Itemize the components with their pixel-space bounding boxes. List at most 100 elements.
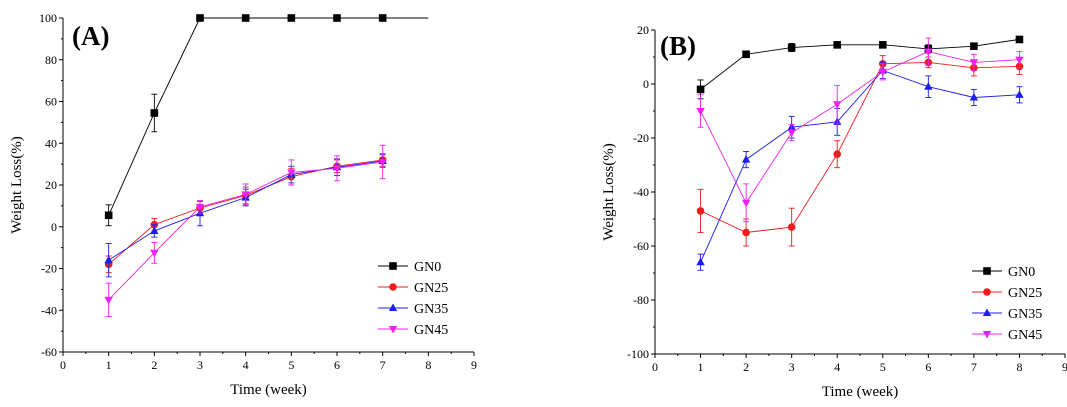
- legend-marker: [389, 283, 397, 291]
- data-point: [924, 82, 933, 90]
- panel-label: (A): [72, 21, 109, 51]
- data-point: [742, 228, 750, 237]
- legend-item-gn25: GN25: [972, 286, 1042, 301]
- data-point: [1015, 56, 1024, 65]
- data-point: [696, 85, 705, 94]
- y-tick-label: 100: [39, 11, 57, 25]
- data-point: [104, 255, 113, 264]
- x-tick-label: 5: [288, 358, 294, 372]
- legend-marker: [983, 267, 991, 275]
- x-axis-label: Time (week): [230, 382, 307, 398]
- x-tick-label: 3: [197, 358, 203, 372]
- data-point: [787, 223, 796, 231]
- x-tick-label: 2: [151, 358, 157, 372]
- series-line: [108, 160, 383, 261]
- series-gn25: [104, 153, 387, 274]
- legend-marker: [388, 303, 398, 312]
- data-point: [378, 158, 387, 167]
- data-point: [741, 199, 751, 208]
- x-tick-label: 3: [789, 360, 795, 374]
- data-point: [241, 14, 250, 22]
- chart-panel-a: -60 -40 -20 0 20 40 60 80 100 0 1 2 3 4 5 6 7 8 9 Time (wee…: [9, 11, 477, 398]
- legend-label: GN25: [414, 281, 448, 296]
- data-point: [150, 249, 159, 258]
- data-point: [970, 42, 978, 50]
- data-point: [833, 41, 842, 49]
- data-point: [150, 226, 159, 234]
- x-tick-label: 6: [925, 360, 931, 374]
- legend-label: GN0: [1008, 265, 1035, 280]
- data-point: [696, 257, 705, 266]
- legend-item-gn25: GN25: [378, 281, 448, 296]
- series-gn35: [696, 61, 1024, 271]
- x-axis-label: Time (week): [822, 384, 899, 400]
- series-gn45: [104, 144, 387, 317]
- y-tick-label: 0: [643, 77, 649, 91]
- x-tick-label: 4: [834, 360, 840, 374]
- x-tick-label: 7: [971, 360, 977, 374]
- legend-marker: [982, 330, 992, 339]
- series-gn0: [104, 14, 429, 227]
- data-point: [332, 165, 342, 173]
- y-tick-label: -60: [41, 345, 57, 359]
- data-point: [241, 191, 250, 199]
- x-tick-label: 8: [1016, 360, 1022, 374]
- data-point: [833, 101, 842, 109]
- x-tick-label: 1: [698, 360, 704, 374]
- y-tick-label: -100: [627, 347, 649, 361]
- data-point: [104, 296, 113, 305]
- y-tick-label: -80: [633, 293, 649, 307]
- x-tick-label: 2: [743, 360, 749, 374]
- series-line: [700, 51, 1020, 204]
- legend-marker: [982, 308, 992, 317]
- y-tick-label: 40: [45, 136, 57, 150]
- y-tick-label: -20: [633, 131, 649, 145]
- legend-item-gn0: GN0: [972, 265, 1035, 280]
- x-tick-label: 7: [380, 358, 386, 372]
- data-point: [378, 14, 387, 22]
- data-point: [969, 92, 979, 101]
- legend-label: GN35: [414, 302, 448, 317]
- data-point: [150, 109, 159, 117]
- y-tick-label: -40: [41, 303, 57, 317]
- y-tick-label: 80: [45, 53, 57, 67]
- data-point: [196, 14, 204, 22]
- series-gn0: [696, 35, 1024, 100]
- legend-marker: [983, 288, 991, 296]
- legend-label: GN45: [1008, 328, 1042, 343]
- data-point: [287, 14, 296, 22]
- x-tick-label: 4: [243, 358, 249, 372]
- legend-item-gn35: GN35: [972, 307, 1042, 322]
- x-tick-label: 1: [106, 358, 112, 372]
- x-tick-label: 6: [334, 358, 340, 372]
- legend-item-gn45: GN45: [972, 328, 1042, 343]
- data-point: [333, 14, 341, 22]
- data-point: [104, 211, 113, 220]
- data-point: [696, 207, 705, 215]
- x-tick-label: 8: [425, 358, 431, 372]
- data-point: [742, 50, 750, 59]
- data-point: [195, 203, 205, 212]
- series-line: [700, 61, 1020, 233]
- data-point: [969, 59, 979, 67]
- legend-label: GN0: [414, 260, 441, 275]
- y-tick-label: 20: [45, 178, 57, 192]
- legend-item-gn45: GN45: [378, 323, 448, 338]
- data-point: [1015, 90, 1024, 98]
- series-line: [700, 69, 1020, 263]
- legend-label: GN35: [1008, 307, 1042, 322]
- y-tick-label: -20: [41, 262, 57, 276]
- data-point: [878, 41, 887, 49]
- series-line: [108, 161, 383, 301]
- legend-marker: [388, 325, 398, 334]
- chart-panel-b: -100 -80 -60 -40 -20 0 20 0 1 2 3 4 5 6 7 8 9 Time (week)…: [601, 23, 1067, 400]
- data-point: [696, 107, 705, 116]
- x-tick-label: 9: [1062, 360, 1067, 374]
- y-tick-label: 0: [51, 220, 57, 234]
- y-axis-label: Weight Loss(%): [601, 143, 617, 241]
- series-line: [700, 38, 1020, 90]
- series-gn35: [104, 154, 387, 278]
- data-point: [787, 43, 796, 52]
- data-point: [833, 150, 842, 158]
- panel-label: (B): [660, 31, 696, 61]
